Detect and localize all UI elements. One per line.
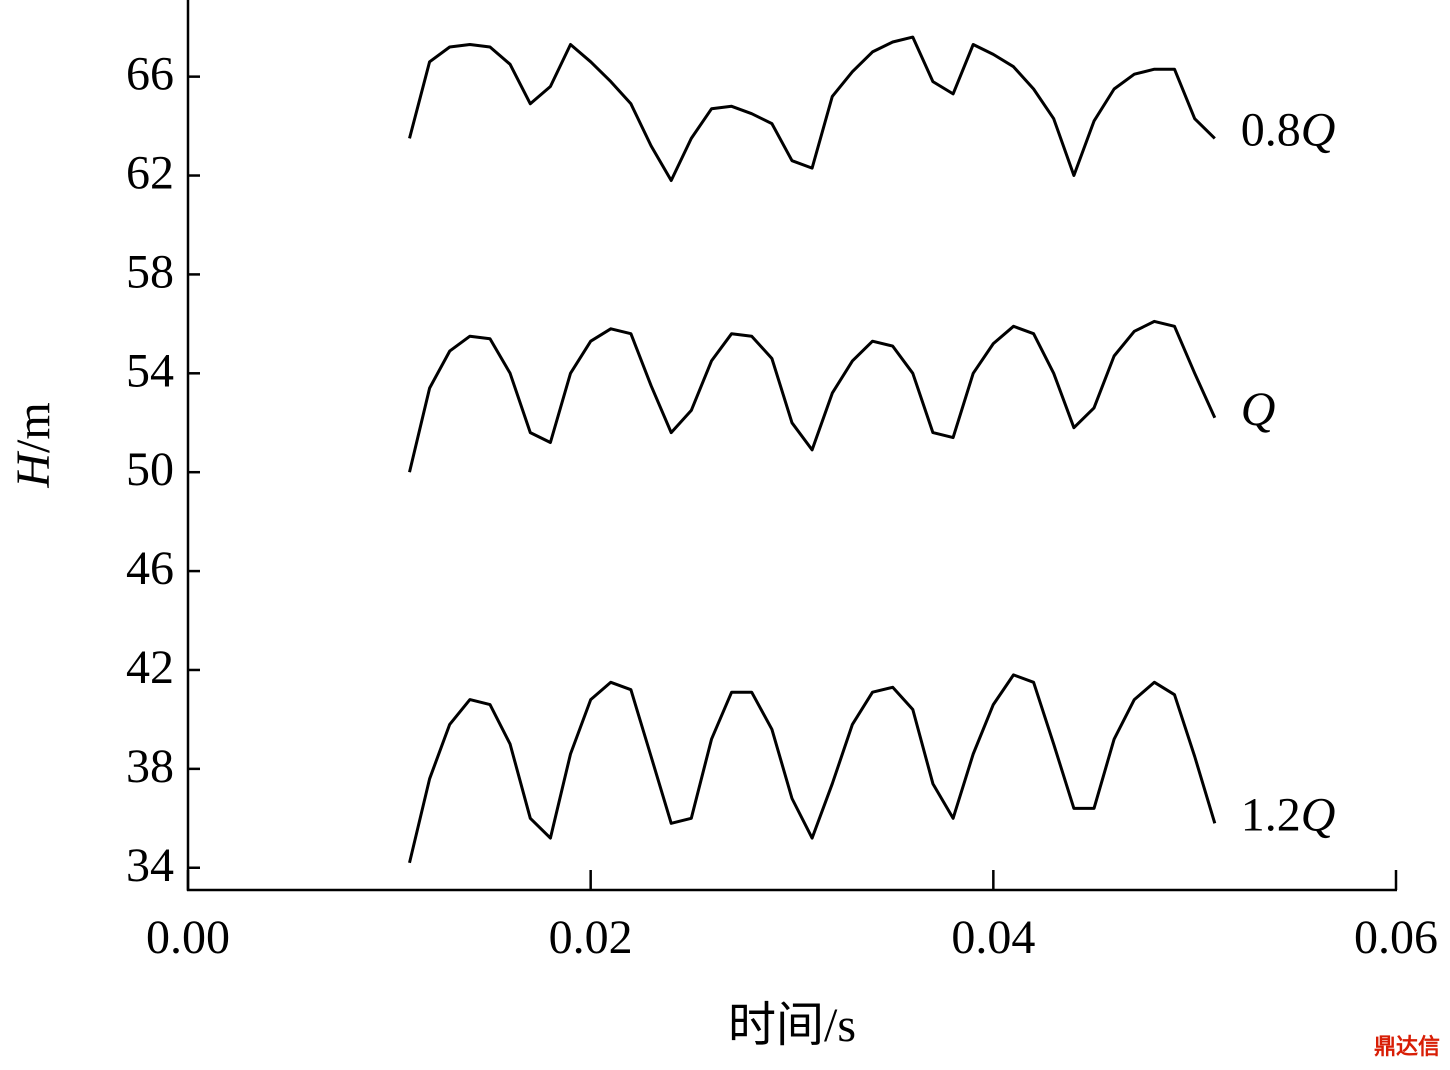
- series-line: [408, 673, 1217, 864]
- y-tick-label: 58: [126, 245, 174, 298]
- series-line: [408, 35, 1216, 182]
- series-label: Q: [1241, 383, 1276, 436]
- series-label: 1.2Q: [1241, 788, 1336, 841]
- x-tick-label: 0.02: [549, 911, 633, 964]
- y-tick-label: 62: [126, 147, 174, 200]
- x-axis-label: 时间/s: [728, 999, 856, 1052]
- watermark: 鼎达信: [1374, 1034, 1440, 1060]
- series-line: [408, 319, 1217, 473]
- series-label: 0.8Q: [1241, 103, 1336, 156]
- y-axis-label: H/m: [7, 402, 60, 488]
- y-tick-label: 50: [126, 443, 174, 496]
- y-tick-label: 66: [126, 48, 174, 101]
- y-tick-label: 38: [126, 740, 174, 793]
- x-tick-label: 0.04: [951, 911, 1035, 964]
- y-tick-label: 42: [126, 641, 174, 694]
- y-tick-label: 46: [126, 542, 174, 595]
- y-tick-label: 54: [126, 344, 174, 397]
- x-tick-label: 0.06: [1354, 911, 1438, 964]
- y-tick-label: 34: [126, 839, 174, 892]
- x-tick-label: 0.00: [146, 911, 230, 964]
